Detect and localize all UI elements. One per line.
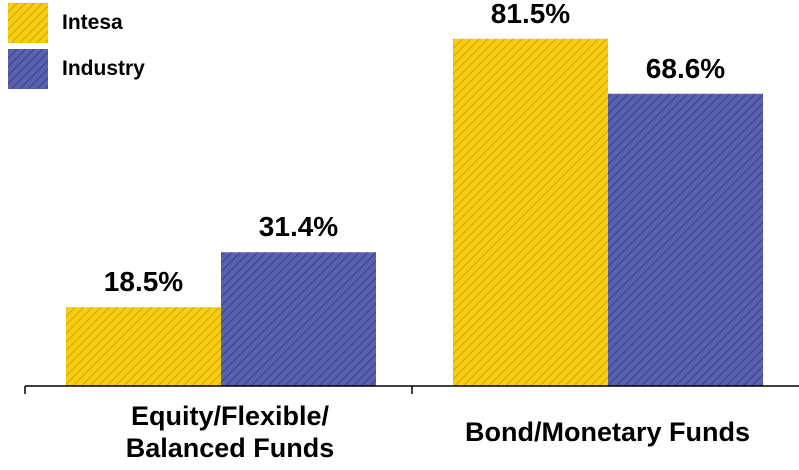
x-axis: [24, 385, 799, 394]
category-label-equity: Equity/Flexible/ Balanced Funds: [60, 400, 400, 464]
legend: Intesa Industry: [8, 3, 145, 100]
legend-label-industry: Industry: [62, 57, 145, 80]
category-label-equity-line-1: Equity/Flexible/: [130, 401, 330, 431]
bars-group: [66, 38, 763, 387]
legend-item-industry: Industry: [8, 49, 145, 89]
legend-label-intesa: Intesa: [62, 11, 123, 34]
bar-industry-bond: [608, 93, 763, 386]
bar-intesa-equity: [66, 307, 221, 386]
bar-intesa-bond: [453, 38, 608, 387]
category-label-bond: Bond/Monetary Funds: [420, 416, 795, 448]
bar-industry-equity: [221, 252, 376, 386]
data-label-industry-bond: 68.6%: [646, 53, 725, 84]
legend-item-intesa: Intesa: [8, 3, 145, 43]
data-label-intesa-equity: 18.5%: [104, 266, 183, 297]
data-labels-group: 18.5% 31.4% 81.5% 68.6%: [104, 0, 725, 297]
category-label-bond-line-1: Bond/Monetary Funds: [465, 417, 750, 447]
legend-swatch-intesa: [8, 3, 48, 43]
data-label-intesa-bond: 81.5%: [491, 0, 570, 29]
data-label-industry-equity: 31.4%: [259, 211, 338, 242]
legend-swatch-industry: [8, 49, 48, 89]
category-label-equity-line-2: Balanced Funds: [125, 433, 335, 463]
